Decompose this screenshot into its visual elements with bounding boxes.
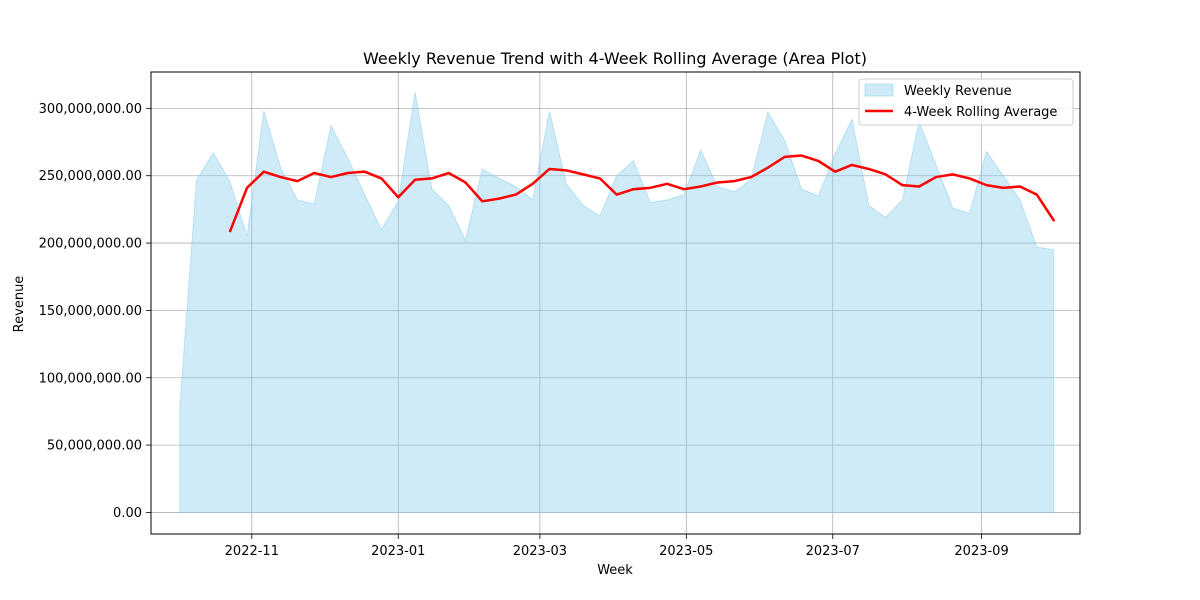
x-tick-label: 2023-03	[513, 544, 567, 559]
y-tick-label: 100,000,000.00	[39, 371, 142, 386]
y-tick-label: 150,000,000.00	[39, 304, 142, 319]
legend-label-rolling-average: 4-Week Rolling Average	[904, 105, 1057, 120]
legend-swatch-weekly-revenue	[864, 83, 894, 97]
rolling-average-line-layer	[228, 154, 1056, 233]
y-tick-label: 0.00	[113, 506, 142, 521]
y-tick-label: 50,000,000.00	[47, 439, 142, 454]
legend-label-weekly-revenue: Weekly Revenue	[904, 84, 1012, 99]
plot-frame	[150, 71, 1081, 535]
weekly-revenue-area	[179, 92, 1055, 513]
x-tick-label: 2023-01	[371, 544, 425, 559]
legend-box	[858, 78, 1074, 126]
y-axis-ticks: 0.00 50,000,000.00 100,000,000.00 150,000,0…	[39, 102, 151, 521]
x-tick-label: 2022-11	[225, 544, 279, 559]
legend: Weekly Revenue 4-Week Rolling Average	[858, 78, 1074, 126]
weekly-revenue-area-layer	[179, 92, 1055, 513]
rolling-average-line	[228, 154, 1056, 233]
y-tick-label: 200,000,000.00	[39, 237, 142, 252]
y-tick-label: 300,000,000.00	[39, 102, 142, 117]
x-axis-label: Week	[597, 563, 633, 578]
chart-title: Weekly Revenue Trend with 4-Week Rolling…	[363, 49, 867, 68]
y-axis-label: Revenue	[12, 276, 27, 333]
x-tick-label: 2023-05	[659, 544, 713, 559]
x-tick-label: 2023-07	[806, 544, 860, 559]
x-tick-label: 2023-09	[954, 544, 1008, 559]
x-axis-ticks: 2022-11 2023-01 2023-03 2023-05 2023-07 2023-…	[225, 534, 1009, 559]
y-tick-label: 250,000,000.00	[39, 169, 142, 184]
